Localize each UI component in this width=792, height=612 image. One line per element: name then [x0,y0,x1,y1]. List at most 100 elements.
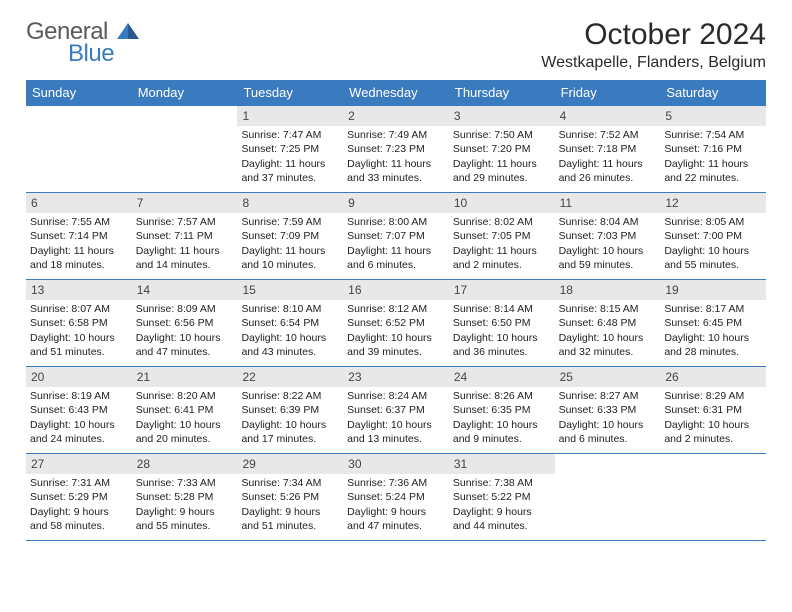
day-d1: Daylight: 10 hours [559,331,657,345]
calendar-week: 6Sunrise: 7:55 AMSunset: 7:14 PMDaylight… [26,192,766,279]
day-d2: and 37 minutes. [241,171,339,185]
day-d1: Daylight: 10 hours [664,244,762,258]
day-d1: Daylight: 11 hours [241,244,339,258]
day-number: 28 [132,454,238,474]
day-ss: Sunset: 6:52 PM [347,316,445,330]
day-d2: and 36 minutes. [453,345,551,359]
day-details: Sunrise: 7:33 AMSunset: 5:28 PMDaylight:… [132,474,238,536]
day-sr: Sunrise: 8:17 AM [664,302,762,316]
calendar-week: 20Sunrise: 8:19 AMSunset: 6:43 PMDayligh… [26,366,766,453]
day-number: 23 [343,367,449,387]
day-d2: and 39 minutes. [347,345,445,359]
day-sr: Sunrise: 7:50 AM [453,128,551,142]
day-number: 30 [343,454,449,474]
day-d2: and 6 minutes. [347,258,445,272]
day-d1: Daylight: 10 hours [453,331,551,345]
day-d2: and 51 minutes. [241,519,339,533]
day-number: 14 [132,280,238,300]
day-ss: Sunset: 7:05 PM [453,229,551,243]
day-number: 5 [660,106,766,126]
day-d2: and 18 minutes. [30,258,128,272]
day-ss: Sunset: 7:11 PM [136,229,234,243]
day-d2: and 47 minutes. [347,519,445,533]
day-sr: Sunrise: 7:33 AM [136,476,234,490]
day-details: Sunrise: 7:31 AMSunset: 5:29 PMDaylight:… [26,474,132,536]
day-ss: Sunset: 7:03 PM [559,229,657,243]
day-ss: Sunset: 6:39 PM [241,403,339,417]
day-details: Sunrise: 8:27 AMSunset: 6:33 PMDaylight:… [555,387,661,449]
day-d2: and 6 minutes. [559,432,657,446]
calendar-day: 5Sunrise: 7:54 AMSunset: 7:16 PMDaylight… [660,106,766,192]
day-details: Sunrise: 7:54 AMSunset: 7:16 PMDaylight:… [660,126,766,188]
calendar-week: 13Sunrise: 8:07 AMSunset: 6:58 PMDayligh… [26,279,766,366]
day-details: Sunrise: 8:17 AMSunset: 6:45 PMDaylight:… [660,300,766,362]
day-header-sunday: Sunday [26,80,132,105]
calendar-day: 15Sunrise: 8:10 AMSunset: 6:54 PMDayligh… [237,280,343,366]
calendar-day: 9Sunrise: 8:00 AMSunset: 7:07 PMDaylight… [343,193,449,279]
month-title: October 2024 [541,18,766,52]
day-d1: Daylight: 11 hours [241,157,339,171]
day-ss: Sunset: 7:07 PM [347,229,445,243]
day-sr: Sunrise: 8:02 AM [453,215,551,229]
day-details: Sunrise: 7:36 AMSunset: 5:24 PMDaylight:… [343,474,449,536]
day-header-monday: Monday [132,80,238,105]
calendar-day: 2Sunrise: 7:49 AMSunset: 7:23 PMDaylight… [343,106,449,192]
day-number: 16 [343,280,449,300]
logo-text-blue: Blue [68,40,114,68]
calendar-day: 13Sunrise: 8:07 AMSunset: 6:58 PMDayligh… [26,280,132,366]
calendar-day: 25Sunrise: 8:27 AMSunset: 6:33 PMDayligh… [555,367,661,453]
day-d2: and 26 minutes. [559,171,657,185]
day-number: 8 [237,193,343,213]
calendar-day: 26Sunrise: 8:29 AMSunset: 6:31 PMDayligh… [660,367,766,453]
day-sr: Sunrise: 7:34 AM [241,476,339,490]
day-d2: and 44 minutes. [453,519,551,533]
calendar-day-empty [555,454,661,540]
day-details: Sunrise: 7:47 AMSunset: 7:25 PMDaylight:… [237,126,343,188]
day-ss: Sunset: 7:09 PM [241,229,339,243]
day-sr: Sunrise: 8:14 AM [453,302,551,316]
day-details: Sunrise: 7:49 AMSunset: 7:23 PMDaylight:… [343,126,449,188]
day-details: Sunrise: 8:04 AMSunset: 7:03 PMDaylight:… [555,213,661,275]
day-sr: Sunrise: 8:15 AM [559,302,657,316]
day-d1: Daylight: 9 hours [30,505,128,519]
calendar-header-row: Sunday Monday Tuesday Wednesday Thursday… [26,80,766,105]
day-ss: Sunset: 6:35 PM [453,403,551,417]
calendar-body: 1Sunrise: 7:47 AMSunset: 7:25 PMDaylight… [26,105,766,541]
day-sr: Sunrise: 7:57 AM [136,215,234,229]
calendar-day: 3Sunrise: 7:50 AMSunset: 7:20 PMDaylight… [449,106,555,192]
day-d2: and 47 minutes. [136,345,234,359]
day-ss: Sunset: 6:37 PM [347,403,445,417]
page-header: General Blue October 2024 Westkapelle, F… [26,18,766,72]
day-details: Sunrise: 8:20 AMSunset: 6:41 PMDaylight:… [132,387,238,449]
day-details: Sunrise: 8:02 AMSunset: 7:05 PMDaylight:… [449,213,555,275]
day-sr: Sunrise: 8:22 AM [241,389,339,403]
day-ss: Sunset: 6:43 PM [30,403,128,417]
day-d1: Daylight: 10 hours [347,418,445,432]
calendar-week: 27Sunrise: 7:31 AMSunset: 5:29 PMDayligh… [26,453,766,540]
logo-triangle-icon [117,21,139,39]
day-d1: Daylight: 10 hours [559,244,657,258]
day-d1: Daylight: 10 hours [453,418,551,432]
day-d2: and 55 minutes. [136,519,234,533]
day-sr: Sunrise: 7:31 AM [30,476,128,490]
day-number: 6 [26,193,132,213]
day-header-thursday: Thursday [449,80,555,105]
day-d1: Daylight: 10 hours [30,331,128,345]
day-number: 1 [237,106,343,126]
day-sr: Sunrise: 8:09 AM [136,302,234,316]
day-ss: Sunset: 5:29 PM [30,490,128,504]
day-details: Sunrise: 8:19 AMSunset: 6:43 PMDaylight:… [26,387,132,449]
day-d2: and 2 minutes. [664,432,762,446]
day-number: 19 [660,280,766,300]
calendar-day: 23Sunrise: 8:24 AMSunset: 6:37 PMDayligh… [343,367,449,453]
calendar-day: 17Sunrise: 8:14 AMSunset: 6:50 PMDayligh… [449,280,555,366]
day-d2: and 2 minutes. [453,258,551,272]
calendar-day-empty [26,106,132,192]
day-d2: and 55 minutes. [664,258,762,272]
day-details: Sunrise: 7:52 AMSunset: 7:18 PMDaylight:… [555,126,661,188]
day-d2: and 14 minutes. [136,258,234,272]
day-details: Sunrise: 8:15 AMSunset: 6:48 PMDaylight:… [555,300,661,362]
day-ss: Sunset: 6:50 PM [453,316,551,330]
day-d1: Daylight: 10 hours [664,418,762,432]
calendar-day: 28Sunrise: 7:33 AMSunset: 5:28 PMDayligh… [132,454,238,540]
